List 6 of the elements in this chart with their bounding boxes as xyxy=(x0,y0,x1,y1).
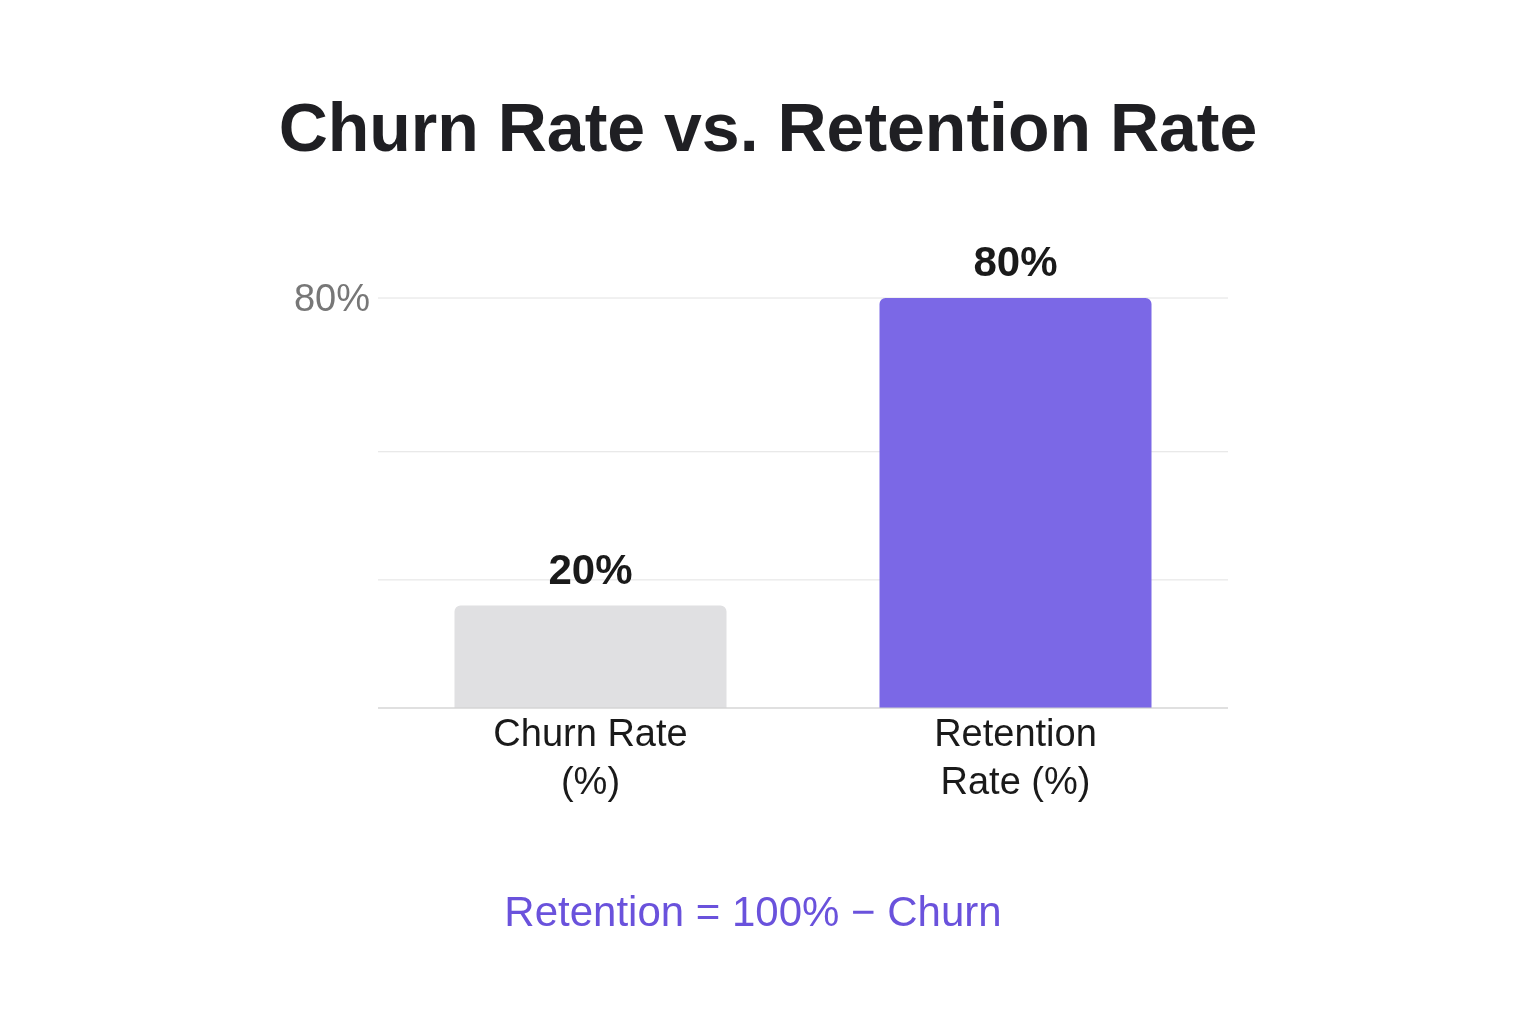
chart-title: Churn Rate vs. Retention Rate xyxy=(277,88,1259,166)
data-label: 20% xyxy=(548,545,633,593)
text: Retention = 100% − Churn xyxy=(503,888,1003,936)
x-tick-label: Retention Rate (%) xyxy=(934,712,1097,802)
data-label: 80% xyxy=(973,238,1058,285)
x-tick-label: Churn Rate (%) xyxy=(493,712,688,802)
